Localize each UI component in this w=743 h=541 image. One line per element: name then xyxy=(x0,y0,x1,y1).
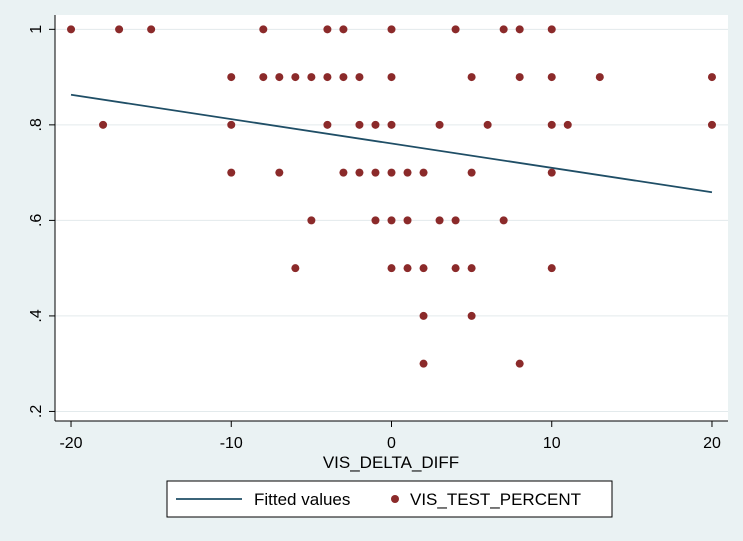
scatter-point-38 xyxy=(339,168,348,177)
scatter-point-9 xyxy=(515,25,524,34)
scatter-point-58 xyxy=(467,264,476,273)
scatter-point-48 xyxy=(387,216,396,225)
scatter-point-32 xyxy=(483,120,492,129)
scatter-point-39 xyxy=(355,168,364,177)
x-tick-label-0: -20 xyxy=(59,435,82,452)
scatter-point-26 xyxy=(227,120,236,129)
scatter-point-46 xyxy=(307,216,316,225)
scatter-point-21 xyxy=(515,73,524,82)
scatter-point-44 xyxy=(467,168,476,177)
scatter-point-60 xyxy=(419,311,428,320)
scatter-point-6 xyxy=(387,25,396,34)
scatter-point-53 xyxy=(291,264,300,273)
legend: Fitted values VIS_TEST_PERCENT xyxy=(166,480,613,518)
scatter-point-29 xyxy=(371,120,380,129)
scatter-point-3 xyxy=(259,25,268,34)
scatter-point-57 xyxy=(451,264,460,273)
x-tick-label-3: 10 xyxy=(543,435,561,452)
scatter-point-4 xyxy=(323,25,332,34)
scatter-point-59 xyxy=(547,264,556,273)
fitted-values-layer xyxy=(70,93,713,194)
scatter-point-30 xyxy=(387,120,396,129)
legend-fitted-label: Fitted values xyxy=(254,490,350,509)
y-tick-label-1: .4 xyxy=(28,309,45,322)
scatter-point-16 xyxy=(323,73,332,82)
scatter-point-24 xyxy=(707,73,716,82)
scatter-point-31 xyxy=(435,120,444,129)
scatter-point-22 xyxy=(547,73,556,82)
scatter-point-35 xyxy=(707,120,716,129)
scatter-point-18 xyxy=(355,73,364,82)
scatter-point-61 xyxy=(467,311,476,320)
scatter-point-37 xyxy=(275,168,284,177)
scatter-point-34 xyxy=(563,120,572,129)
scatter-point-49 xyxy=(403,216,412,225)
x-axis-title: VIS_DELTA_DIFF xyxy=(323,453,459,472)
x-tick-label-1: -10 xyxy=(220,435,243,452)
scatter-point-52 xyxy=(499,216,508,225)
y-tick-label-4: 1 xyxy=(28,25,45,34)
scatter-point-14 xyxy=(291,73,300,82)
scatter-point-50 xyxy=(435,216,444,225)
scatter-points-layer xyxy=(67,25,716,368)
scatter-point-23 xyxy=(595,73,604,82)
scatter-point-55 xyxy=(403,264,412,273)
x-ticks: -20 -10 0 10 20 xyxy=(59,421,721,452)
scatter-point-51 xyxy=(451,216,460,225)
scatter-point-7 xyxy=(451,25,460,34)
scatter-point-41 xyxy=(387,168,396,177)
scatter-point-15 xyxy=(307,73,316,82)
scatter-point-27 xyxy=(323,120,332,129)
legend-scatter-swatch xyxy=(391,495,399,503)
y-tick-label-2: .6 xyxy=(28,214,45,227)
scatter-point-17 xyxy=(339,73,348,82)
y-tick-label-0: .2 xyxy=(28,405,45,418)
scatter-point-63 xyxy=(515,359,524,368)
scatter-point-62 xyxy=(419,359,428,368)
x-tick-label-4: 20 xyxy=(703,435,721,452)
scatter-point-42 xyxy=(403,168,412,177)
scatter-point-54 xyxy=(387,264,396,273)
fitted-values-line xyxy=(70,93,713,194)
scatter-point-20 xyxy=(467,73,476,82)
scatter-point-10 xyxy=(547,25,556,34)
y-ticks: .2 .4 .6 .8 1 xyxy=(28,25,55,418)
scatter-point-12 xyxy=(259,73,268,82)
scatter-point-45 xyxy=(547,168,556,177)
scatter-point-11 xyxy=(227,73,236,82)
scatter-point-8 xyxy=(499,25,508,34)
scatter-point-36 xyxy=(227,168,236,177)
x-tick-label-2: 0 xyxy=(387,435,396,452)
scatter-point-43 xyxy=(419,168,428,177)
scatter-point-5 xyxy=(339,25,348,34)
scatter-point-19 xyxy=(387,73,396,82)
legend-scatter-label: VIS_TEST_PERCENT xyxy=(410,490,581,509)
scatter-point-0 xyxy=(67,25,76,34)
scatter-point-33 xyxy=(547,120,556,129)
scatter-point-1 xyxy=(115,25,124,34)
scatter-point-25 xyxy=(99,120,108,129)
scatter-point-13 xyxy=(275,73,284,82)
scatter-point-28 xyxy=(355,120,364,129)
scatter-point-2 xyxy=(147,25,156,34)
scatter-point-56 xyxy=(419,264,428,273)
scatter-point-40 xyxy=(371,168,380,177)
y-tick-label-3: .8 xyxy=(28,118,45,131)
scatter-point-47 xyxy=(371,216,380,225)
